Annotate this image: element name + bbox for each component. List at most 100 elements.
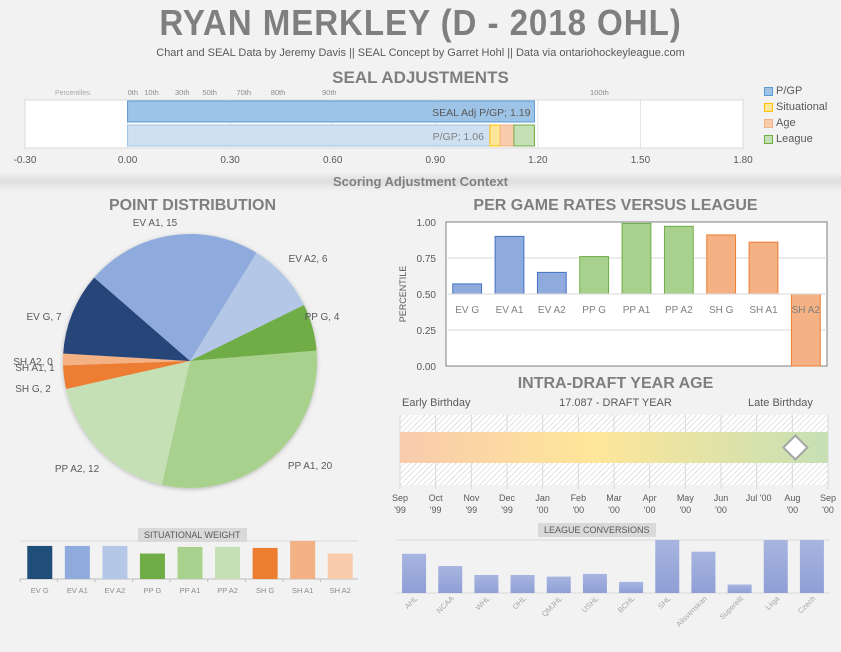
rates-x-label: EV A1 <box>496 305 524 316</box>
league-bar <box>763 540 788 593</box>
pie-slice-sh-a1 <box>63 353 191 366</box>
rates-bar <box>706 234 737 295</box>
age-month-label: Apr <box>643 493 657 503</box>
sit-bar <box>252 547 278 579</box>
age-month-label: Aug <box>784 493 800 503</box>
league-bar <box>474 574 499 593</box>
rates-y-tick: 1.00 <box>417 218 437 229</box>
legend-swatch <box>764 134 773 144</box>
seal-x-tick: -0.30 <box>14 155 37 166</box>
pie-slice-pp-a1 <box>161 350 317 488</box>
rates-title: PER GAME RATES VERSUS LEAGUE <box>473 197 758 214</box>
context-title: Scoring Adjustment Context <box>332 174 509 189</box>
legend-swatch <box>764 118 773 128</box>
rates-y-label: PERCENTILE <box>398 266 408 323</box>
league-bar <box>727 584 752 593</box>
sit-x-label: EV A2 <box>104 586 125 595</box>
seal-segment-age <box>499 124 515 147</box>
legend-swatch <box>764 102 773 112</box>
pie-label: PP A1, 20 <box>288 461 333 472</box>
seal-chart: -0.30 0.00 0.30 0.60 0.90 1.20 1.50 1.80 Percent… <box>14 88 754 166</box>
age-month-label: Nov <box>463 493 480 503</box>
league-x-label: WHL <box>474 594 492 612</box>
pie-slice-ev-a2 <box>190 252 304 361</box>
league-title-box: LEAGUE CONVERSIONS <box>538 518 656 537</box>
percentile-mark: 10th <box>144 88 159 97</box>
sit-x-label: SH G <box>256 586 275 595</box>
age-year-label: '00 <box>822 505 834 515</box>
seal-adj-bar <box>127 100 535 123</box>
legend-label: P/GP <box>776 85 803 97</box>
league-x-label: BCHL <box>616 594 637 615</box>
pie-label: PP A2, 12 <box>55 464 100 475</box>
situational-title-box: SITUATIONAL WEIGHT <box>138 523 247 542</box>
age-month-label: Jul '00 <box>746 493 772 503</box>
situational-weight-chart: EV G EV A1 EV A2 PP G PP A1 PP A2 SH G SH A1 SH … <box>19 540 358 595</box>
age-year-label: '00 <box>715 505 727 515</box>
age-year-label: '99 <box>501 505 513 515</box>
rates-x-label: SH A1 <box>749 305 778 316</box>
age-month-label: Dec <box>499 493 516 503</box>
legend-item: Age <box>764 115 827 131</box>
rates-y-tick: 0.25 <box>417 326 437 337</box>
age-gradient-band <box>400 432 828 463</box>
sit-x-label: PP A1 <box>180 586 201 595</box>
pie-slice-pp-a2 <box>66 361 190 485</box>
age-year-label: '00 <box>644 505 656 515</box>
seal-legend: P/GP Situational Age League <box>764 83 827 147</box>
seal-x-tick: 0.60 <box>323 155 343 166</box>
divider <box>0 172 841 192</box>
rates-y-tick: 0.50 <box>417 290 437 301</box>
legend-item: League <box>764 131 827 147</box>
seal-title: SEAL ADJUSTMENTS <box>332 68 509 87</box>
sit-bar <box>27 545 53 579</box>
rates-bar <box>494 235 525 295</box>
age-year-label: '00 <box>572 505 584 515</box>
legend-label: Age <box>776 117 796 129</box>
pie-label: SH G, 2 <box>15 384 51 395</box>
rates-x-label: EV A2 <box>538 305 566 316</box>
page-title: RYAN MERKLEY (D - 2018 OHL) <box>159 2 682 43</box>
rates-x-label: PP G <box>582 305 606 316</box>
pie-slice-sh-g <box>63 361 190 389</box>
rates-bar <box>536 271 567 295</box>
league-conversions-chart: AHL NCAA WHL OHL QMJHL USHL BCHL SHL Allsvenskan… <box>396 539 830 629</box>
age-year-label: '99 <box>394 505 406 515</box>
rates-bar <box>579 256 610 295</box>
page-subtitle: Chart and SEAL Data by Jeremy Davis || S… <box>156 47 685 59</box>
legend-label: League <box>776 133 813 145</box>
percentile-mark: 70th <box>237 88 252 97</box>
pie-group <box>63 234 317 488</box>
rates-bar <box>663 225 694 295</box>
sit-bar <box>139 553 165 579</box>
age-year-label: '00 <box>537 505 549 515</box>
pie-label: EV A2, 6 <box>289 254 328 265</box>
seal-x-tick: 1.80 <box>733 155 753 166</box>
age-month-label: Feb <box>571 493 587 503</box>
league-bar <box>438 565 463 593</box>
league-bar <box>546 576 571 593</box>
seal-adj-bar-label: SEAL Adj P/GP; 1.19 <box>432 107 530 119</box>
rates-bar <box>621 222 652 295</box>
pie-label: PP G, 4 <box>305 312 340 323</box>
pie-title: POINT DISTRIBUTION <box>108 197 277 214</box>
sit-x-label: EV G <box>31 586 49 595</box>
rates-x-label: PP A1 <box>623 305 651 316</box>
pie-slice-ev-a1 <box>94 234 257 361</box>
age-year-label: '00 <box>786 505 798 515</box>
rates-x-label: SH A2 <box>792 305 821 316</box>
league-bar <box>402 553 427 593</box>
seal-segment-league <box>513 124 535 147</box>
sit-bar <box>215 546 241 579</box>
rates-bar <box>748 241 779 295</box>
age-month-label: Jun <box>714 493 729 503</box>
situational-title: SITUATIONAL WEIGHT <box>138 528 247 542</box>
league-bar <box>582 573 607 593</box>
age-chart: Sep '99 Oct '99 Nov '99 Dec '99 Jan '00 Feb '00 Mar '… <box>392 415 836 515</box>
early-birthday-label: Early Birthday <box>402 397 471 409</box>
sit-x-label: PP A2 <box>217 586 238 595</box>
age-marker <box>781 434 809 461</box>
league-x-label: AHL <box>403 594 420 611</box>
percentile-mark: 90th <box>322 88 337 97</box>
percentile-mark: 0th <box>128 88 138 97</box>
